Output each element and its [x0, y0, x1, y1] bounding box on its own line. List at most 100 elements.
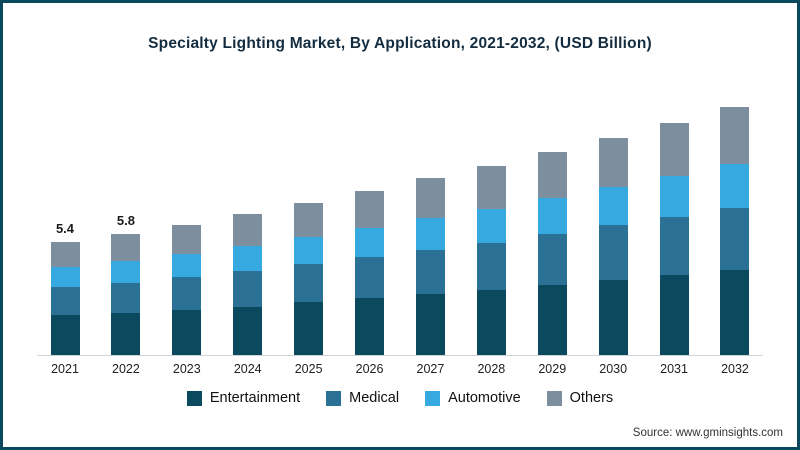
- bar-segment-medical: [172, 277, 202, 310]
- bar-group-2022: 5.8: [104, 213, 148, 355]
- legend-item-others: Others: [546, 390, 614, 406]
- x-tick-label-2031: 2031: [660, 362, 688, 376]
- stacked-bar-2029: [537, 152, 567, 355]
- bar-segment-others: [659, 123, 689, 176]
- bar-segment-others: [598, 138, 628, 187]
- chart-title: Specialty Lighting Market, By Applicatio…: [148, 35, 652, 52]
- stacked-bar-2027: [415, 178, 445, 355]
- bar-group-2023: [165, 204, 209, 355]
- bar-segment-automotive: [355, 228, 385, 257]
- x-tick-label-2027: 2027: [416, 362, 445, 376]
- stacked-bar-2021: [50, 242, 80, 355]
- bar-segment-medical: [111, 283, 141, 313]
- stacked-bar-2031: [659, 123, 689, 355]
- legend-label: Entertainment: [209, 390, 301, 406]
- bar-group-2028: [469, 145, 513, 355]
- bar-segment-medical: [50, 287, 80, 315]
- bar-segment-others: [111, 234, 141, 261]
- legend-swatch-icon: [186, 390, 202, 406]
- stacked-bar-2022: [111, 234, 141, 355]
- bar-segment-others: [415, 178, 445, 218]
- bar-group-2024: [226, 193, 270, 355]
- legend: Entertainment Medical Automotive Others: [37, 390, 763, 406]
- bar-segment-medical: [598, 225, 628, 280]
- bar-segment-entertainment: [659, 275, 689, 355]
- bar-segment-entertainment: [172, 310, 202, 355]
- stacked-bar-2030: [598, 138, 628, 355]
- stacked-bar-2025: [294, 203, 324, 355]
- x-tick-label-2026: 2026: [355, 362, 384, 376]
- bar-segment-others: [537, 152, 567, 198]
- bar-segment-automotive: [659, 176, 689, 217]
- bar-segment-automotive: [720, 164, 750, 208]
- bar-group-2021: 5.4: [43, 221, 87, 355]
- bar-segment-automotive: [415, 218, 445, 250]
- bar-segment-entertainment: [50, 315, 80, 355]
- legend-swatch-icon: [546, 390, 562, 406]
- bar-segment-medical: [659, 217, 689, 275]
- bar-segment-entertainment: [476, 290, 506, 355]
- stacked-bar-2026: [355, 191, 385, 355]
- bar-segment-entertainment: [355, 298, 385, 355]
- x-tick-label-2021: 2021: [51, 362, 79, 376]
- legend-label: Medical: [349, 390, 400, 406]
- bar-segment-others: [172, 225, 202, 254]
- bar-segment-entertainment: [111, 313, 141, 355]
- bar-group-2032: [713, 86, 757, 355]
- bar-segment-automotive: [598, 187, 628, 225]
- x-tick-label-2022: 2022: [112, 362, 140, 376]
- legend-item-automotive: Automotive: [425, 390, 521, 406]
- bar-group-2025: [287, 182, 331, 355]
- bar-segment-others: [476, 166, 506, 209]
- bar-segment-others: [294, 203, 324, 237]
- bar-segment-medical: [537, 234, 567, 285]
- legend-swatch-icon: [326, 390, 342, 406]
- bar-segment-automotive: [476, 209, 506, 243]
- bar-segment-others: [50, 242, 80, 267]
- legend-label: Automotive: [448, 390, 521, 406]
- stacked-bar-2032: [720, 107, 750, 355]
- bar-segment-medical: [294, 264, 324, 302]
- x-tick-label-2023: 2023: [172, 362, 201, 376]
- bar-segment-automotive: [172, 254, 202, 277]
- source-attribution: Source: www.gminsights.com: [632, 427, 783, 439]
- bar-group-2030: [591, 117, 635, 355]
- bar-segment-entertainment: [598, 280, 628, 355]
- x-tick-label-2029: 2029: [538, 362, 567, 376]
- bar-segment-automotive: [233, 246, 263, 271]
- x-tick-label-2032: 2032: [721, 362, 749, 376]
- bar-segment-automotive: [294, 237, 324, 264]
- x-tick-label-2028: 2028: [477, 362, 506, 376]
- bar-segment-automotive: [50, 267, 80, 287]
- bar-segment-medical: [476, 243, 506, 290]
- legend-item-entertainment: Entertainment: [186, 390, 301, 406]
- bar-segment-automotive: [537, 198, 567, 234]
- bar-segment-others: [720, 107, 750, 164]
- x-tick-label-2025: 2025: [294, 362, 323, 376]
- x-tick-label-2030: 2030: [599, 362, 628, 376]
- bar-group-2029: [530, 131, 574, 355]
- bar-segment-entertainment: [233, 307, 263, 355]
- legend-swatch-icon: [425, 390, 441, 406]
- bar-segment-medical: [233, 271, 263, 307]
- bar-segment-entertainment: [294, 302, 324, 355]
- bar-segment-entertainment: [720, 270, 750, 355]
- x-tick-label-2024: 2024: [233, 362, 262, 376]
- bar-segment-entertainment: [537, 285, 567, 355]
- x-axis-labels: 2021 2022 2023 2024 2025 2026 2027 2028 2029 2030…: [37, 362, 763, 376]
- total-data-label: 5.8: [116, 213, 135, 228]
- total-data-label: 5.4: [55, 221, 75, 236]
- bar-group-2026: [348, 170, 392, 355]
- bar-segment-entertainment: [415, 294, 445, 355]
- bar-group-2027: [408, 157, 452, 355]
- bar-group-2031: [652, 102, 696, 355]
- stacked-bar-2023: [172, 225, 202, 355]
- bar-segment-medical: [720, 208, 750, 270]
- legend-label: Others: [569, 390, 614, 406]
- bar-segment-medical: [415, 250, 445, 294]
- plot-area: 5.4 5.8: [37, 87, 763, 356]
- bar-segment-others: [355, 191, 385, 228]
- bar-segment-others: [233, 214, 263, 246]
- bar-segment-medical: [355, 257, 385, 298]
- stacked-bar-2024: [233, 214, 263, 355]
